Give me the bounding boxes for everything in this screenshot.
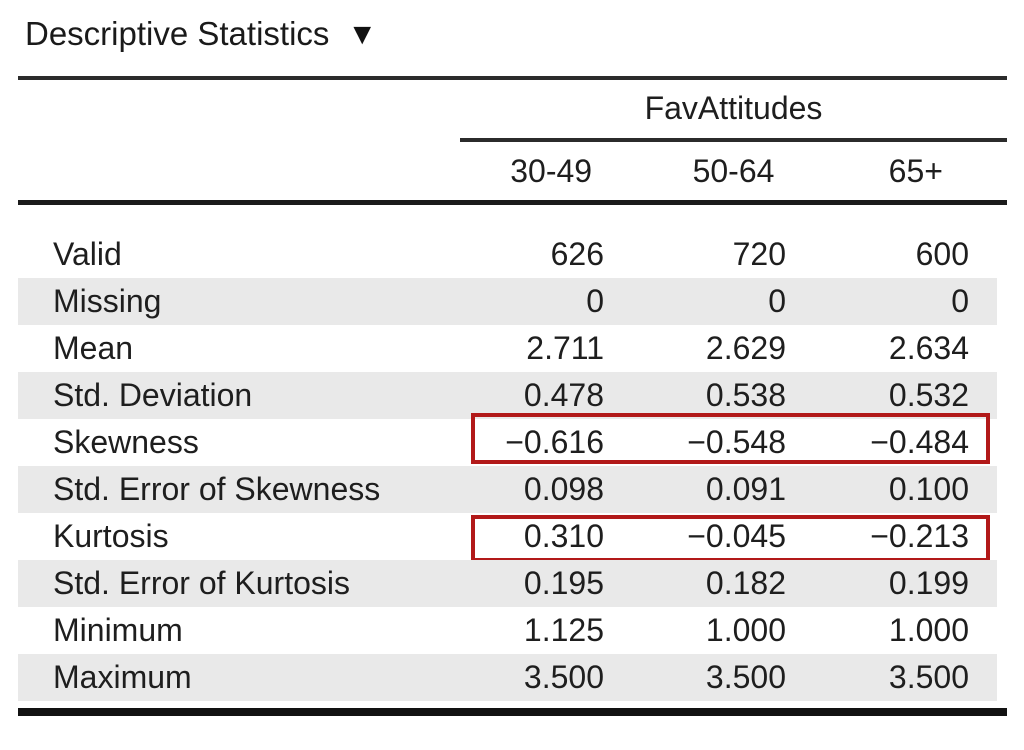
row-label: Minimum [53, 612, 183, 648]
group-header: FavAttitudes [460, 80, 1007, 142]
table-body: Valid 626 720 600 Missing 0 0 0 Mean 2.711 2.629 2.… [18, 205, 1007, 701]
column-header-50-64: 50-64 [692, 153, 775, 189]
row-label: Mean [53, 330, 134, 366]
row-label: Skewness [53, 424, 199, 460]
cell-value: 0.100 [888, 471, 969, 507]
table-row: Missing 0 0 0 [18, 278, 997, 325]
cell-value: 0.182 [705, 565, 786, 601]
cell-value: −0.548 [687, 424, 786, 460]
column-header-row: 30-49 50-64 65+ [460, 142, 1007, 200]
cell-value: −0.616 [505, 424, 604, 460]
cell-value: 0.532 [888, 377, 969, 413]
table-row: Std. Error of Kurtosis 0.195 0.182 0.199 [18, 560, 997, 607]
table-row: Std. Error of Skewness 0.098 0.091 0.100 [18, 466, 997, 513]
cell-value: 0 [768, 283, 786, 319]
table-row: Maximum 3.500 3.500 3.500 [18, 654, 997, 701]
cell-value: 626 [550, 236, 604, 272]
cell-value: 1.125 [523, 612, 604, 648]
cell-value: 1.000 [705, 612, 786, 648]
table-row: Valid 626 720 600 [18, 231, 997, 278]
cell-value: 3.500 [705, 659, 786, 695]
cell-value: 0 [951, 283, 969, 319]
table-title-dropdown[interactable]: Descriptive Statistics ▼ [18, 0, 1007, 76]
dropdown-caret-icon[interactable]: ▼ [347, 18, 378, 51]
cell-value: 3.500 [523, 659, 604, 695]
cell-value: 720 [732, 236, 786, 272]
cell-value: 3.500 [888, 659, 969, 695]
cell-value: 2.629 [705, 330, 786, 366]
row-label: Std. Deviation [53, 377, 253, 413]
cell-value: 2.634 [888, 330, 969, 366]
table-row: Mean 2.711 2.629 2.634 [18, 325, 997, 372]
row-label: Missing [53, 283, 162, 319]
cell-value: 0.091 [705, 471, 786, 507]
cell-value: 1.000 [888, 612, 969, 648]
header-divider-rule [18, 200, 1007, 205]
row-label: Std. Error of Skewness [53, 471, 381, 507]
table-row: Kurtosis 0.310 −0.045 −0.213 [18, 513, 997, 562]
column-header-65plus: 65+ [888, 153, 943, 189]
descriptives-table-container: Descriptive Statistics ▼ FavAttitudes 30… [18, 0, 1007, 716]
cell-value: 0.478 [523, 377, 604, 413]
cell-value: 0.195 [523, 565, 604, 601]
column-header-30-49: 30-49 [510, 153, 593, 189]
cell-value: 0 [586, 283, 604, 319]
table-bottom-rule [18, 708, 1007, 716]
cell-value: 2.711 [526, 330, 604, 366]
page-title: Descriptive Statistics [25, 15, 330, 52]
table-row: Skewness −0.616 −0.548 −0.484 [18, 413, 997, 466]
table-row: Std. Deviation 0.478 0.538 0.532 [18, 372, 997, 419]
group-header-label: FavAttitudes [644, 90, 823, 126]
row-label: Maximum [53, 659, 192, 695]
row-label: Kurtosis [53, 518, 169, 554]
table-top-rule [18, 76, 1007, 80]
table-row: Minimum 1.125 1.000 1.000 [18, 607, 997, 654]
row-label: Std. Error of Kurtosis [53, 565, 350, 601]
row-label: Valid [53, 236, 122, 272]
cell-value: 600 [915, 236, 969, 272]
cell-value: 0.538 [705, 377, 786, 413]
cell-value: 0.098 [523, 471, 604, 507]
cell-value: 0.310 [523, 518, 604, 554]
cell-value: −0.045 [687, 518, 786, 554]
cell-value: −0.213 [870, 518, 969, 554]
cell-value: −0.484 [870, 424, 969, 460]
cell-value: 0.199 [888, 565, 969, 601]
